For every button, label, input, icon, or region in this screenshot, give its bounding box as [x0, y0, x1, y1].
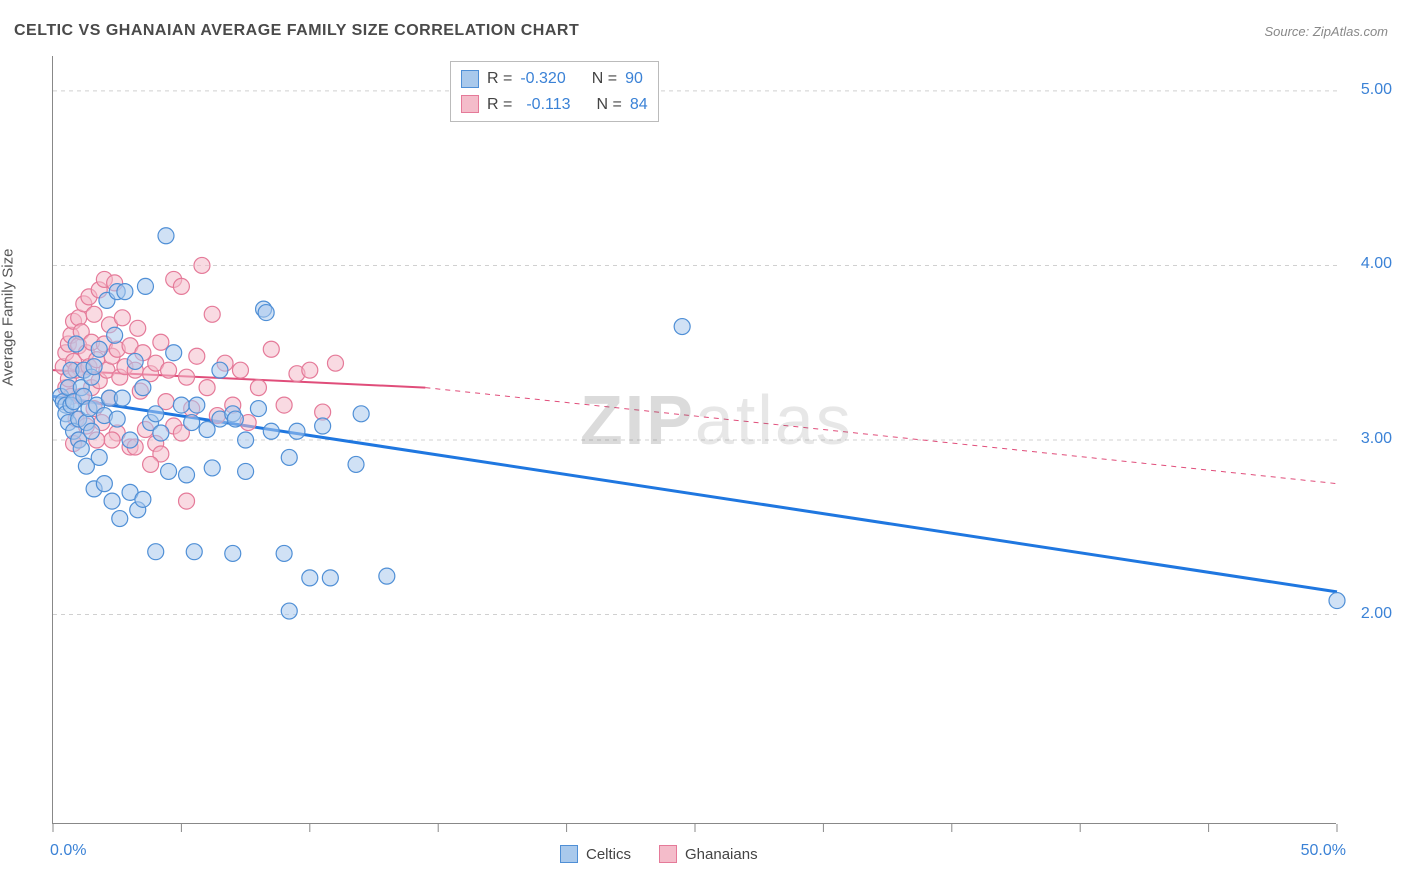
x-tick-label-max: 50.0% [1301, 842, 1346, 860]
r-value-a: -0.320 [520, 66, 565, 92]
legend-label-ghanaians: Ghanaians [685, 846, 758, 863]
plot-area [52, 56, 1336, 824]
legend-item-ghanaians: Ghanaians [659, 845, 758, 863]
n-label: N = [597, 92, 622, 118]
legend-item-celtics: Celtics [560, 845, 631, 863]
r-label: R = [487, 66, 512, 92]
swatch-celtics [560, 845, 578, 863]
stats-row-a: R = -0.320 N = 90 [461, 66, 648, 92]
y-tick-label: 4.00 [1361, 255, 1392, 273]
y-tick-label: 5.00 [1361, 81, 1392, 99]
r-value-b: -0.113 [526, 92, 570, 118]
scatter-chart [53, 56, 1337, 824]
r-label: R = [487, 92, 512, 118]
y-tick-label: 3.00 [1361, 430, 1392, 448]
source-attribution: Source: ZipAtlas.com [1264, 24, 1388, 39]
n-label: N = [592, 66, 617, 92]
x-tick-label-min: 0.0% [50, 842, 86, 860]
legend: Celtics Ghanaians [560, 845, 758, 863]
stats-row-b: R = -0.113 N = 84 [461, 92, 648, 118]
y-axis-label: Average Family Size [0, 249, 17, 386]
y-tick-label: 2.00 [1361, 605, 1392, 623]
chart-title: CELTIC VS GHANAIAN AVERAGE FAMILY SIZE C… [14, 22, 579, 40]
swatch-ghanaians [461, 95, 479, 113]
stats-box: R = -0.320 N = 90 R = -0.113 N = 84 [450, 61, 659, 122]
swatch-ghanaians [659, 845, 677, 863]
legend-label-celtics: Celtics [586, 846, 631, 863]
n-value-b: 84 [630, 92, 648, 118]
n-value-a: 90 [625, 66, 643, 92]
swatch-celtics [461, 70, 479, 88]
